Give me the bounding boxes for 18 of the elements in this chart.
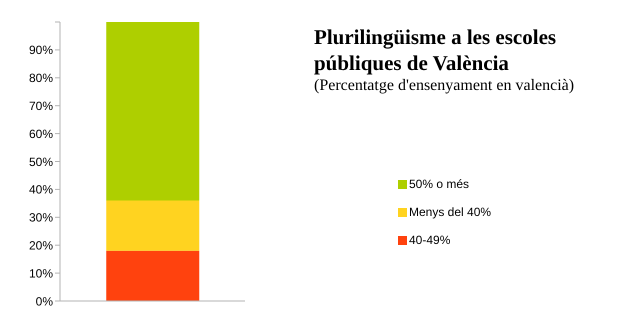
bar [106,200,200,251]
legend-label: 40-49% [409,233,450,247]
bar [106,22,200,201]
y-tick-label: 30% [28,210,54,225]
y-tick-label: 20% [28,238,54,252]
y-tick-label: 80% [28,71,54,86]
legend-label: 50% o més [409,177,470,191]
y-tick-label: 70% [28,98,54,113]
y-tick-label: 0% [36,294,54,308]
y-tick-label: 90% [28,43,54,58]
bar [106,250,200,301]
y-tick-label: 50% [28,154,54,169]
y-tick-label: 60% [28,126,54,141]
y-tick-label: 40% [28,182,54,197]
text: (Percentatge d'ensenyament en valencià) [314,76,576,96]
legend-label: Menys del 40% [409,205,492,219]
text: Plurilingüisme a les escoles públiques de València [314,24,558,76]
y-tick-label: 10% [28,266,54,280]
